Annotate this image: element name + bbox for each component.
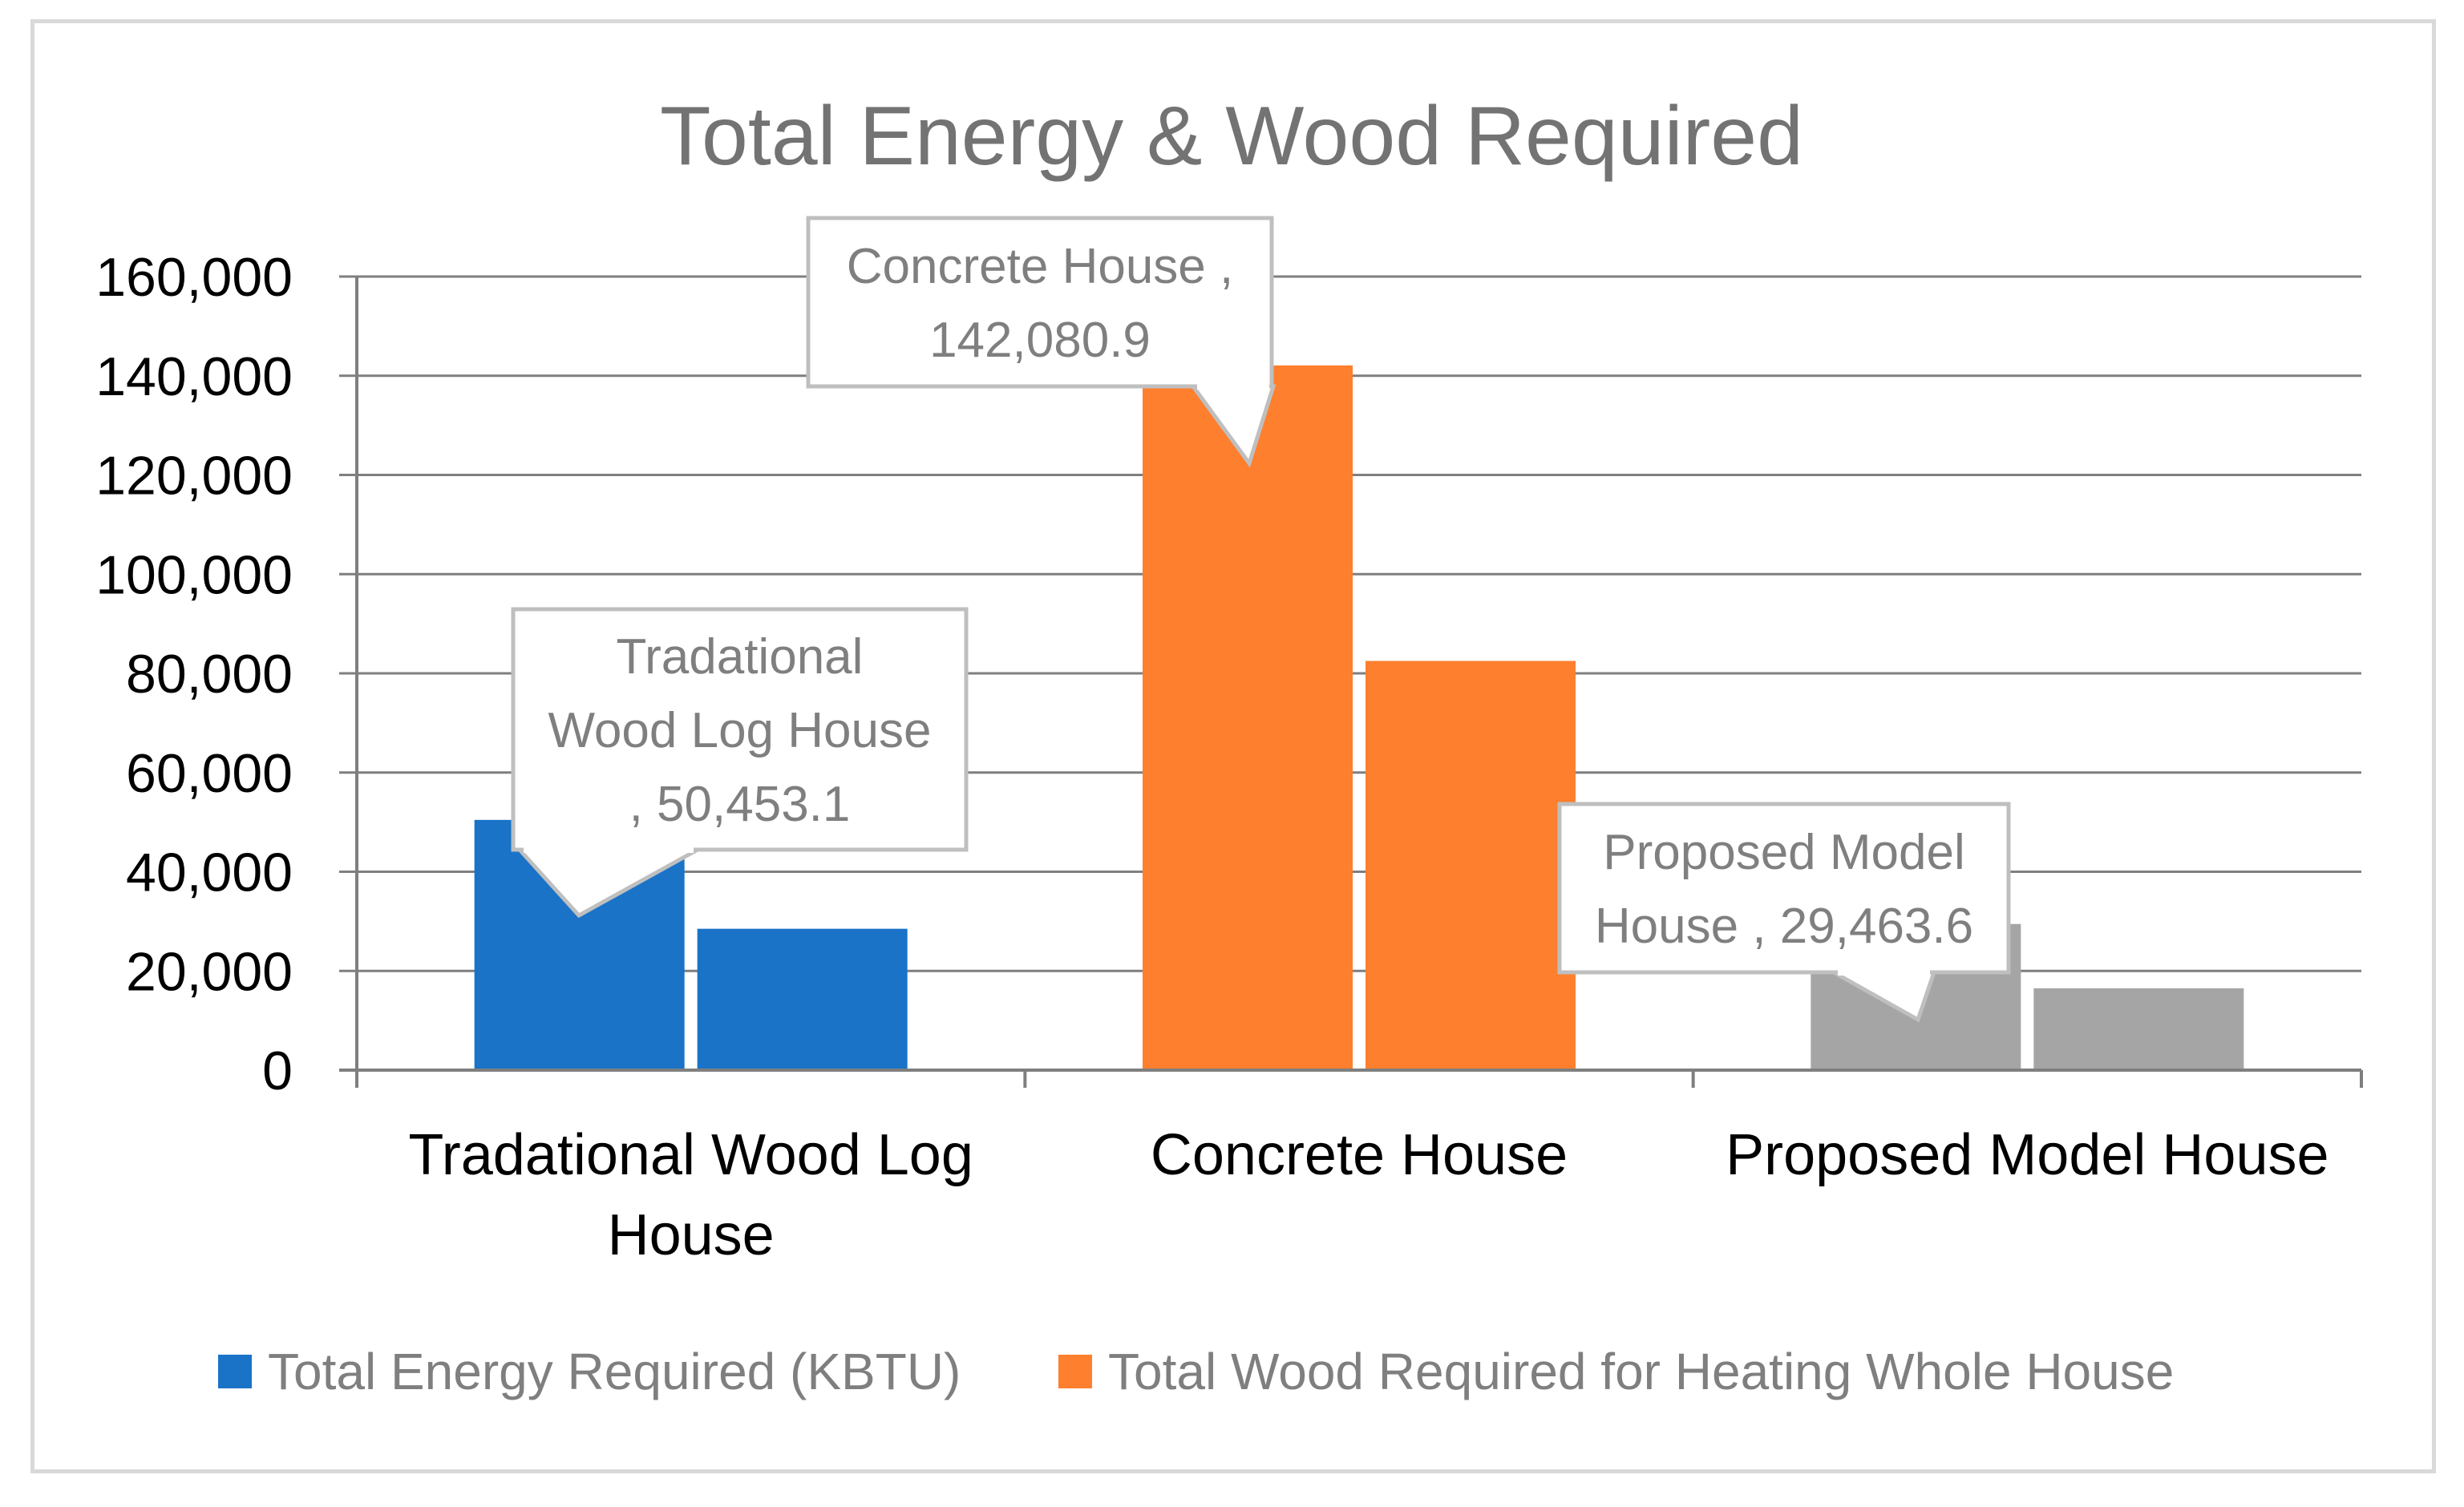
callout-box bbox=[806, 216, 1274, 389]
legend-item-0: Total Energy Required (KBTU) bbox=[218, 1343, 961, 1400]
callout-box bbox=[511, 607, 969, 852]
callout-label: , 50,453.1 bbox=[629, 777, 851, 832]
callout-label: Proposed Model bbox=[1603, 825, 1965, 880]
chart-title: Total Energy & Wood Required bbox=[660, 90, 1803, 183]
legend-swatch bbox=[218, 1355, 252, 1388]
axes bbox=[339, 277, 2363, 1088]
legend-label: Total Energy Required (KBTU) bbox=[268, 1343, 961, 1400]
callout-box bbox=[1557, 802, 2011, 975]
callout-label: Wood Log House bbox=[548, 703, 932, 758]
data-callouts: Tradational Wood Log House , 50,453.1 Concr… bbox=[511, 216, 2011, 1023]
legend-item-1: Total Wood Required for Heating Whole Ho… bbox=[1058, 1343, 2174, 1400]
y-tick-label: 20,000 bbox=[126, 941, 293, 1002]
y-tick-label: 0 bbox=[262, 1040, 293, 1101]
y-tick-label: 40,000 bbox=[126, 842, 293, 903]
y-tick-label: 80,000 bbox=[126, 644, 293, 705]
x-tick-label: Proposed Model House bbox=[1726, 1123, 2328, 1187]
callout-label: Tradational bbox=[617, 629, 864, 685]
y-tick-label: 60,000 bbox=[126, 743, 293, 804]
bar-2-series-1 bbox=[2033, 988, 2244, 1069]
callout-label: 142,080.9 bbox=[929, 313, 1151, 368]
legend-label: Total Wood Required for Heating Whole Ho… bbox=[1108, 1343, 2174, 1400]
bar-0-series-1 bbox=[697, 928, 908, 1069]
legend-swatch bbox=[1058, 1355, 1092, 1388]
callout-2: Proposed Model House , 29,463.6 bbox=[1557, 802, 2011, 1023]
y-tick-label: 100,000 bbox=[95, 544, 293, 605]
bar-1-series-1 bbox=[1366, 661, 1576, 1069]
y-tick-label: 140,000 bbox=[95, 346, 293, 407]
x-tick-label: Concrete House bbox=[1151, 1123, 1568, 1187]
callout-label: House , 29,463.6 bbox=[1595, 899, 1973, 954]
x-tick-label: House bbox=[608, 1203, 775, 1267]
callout-label: Concrete House , bbox=[847, 239, 1233, 294]
callout-0: Tradational Wood Log House , 50,453.1 bbox=[511, 607, 969, 919]
x-tick-label: Tradational Wood Log bbox=[408, 1123, 973, 1187]
y-tick-label: 120,000 bbox=[95, 446, 293, 507]
y-tick-label: 160,000 bbox=[95, 247, 293, 308]
callout-1: Concrete House , 142,080.9 bbox=[806, 216, 1277, 468]
bar-1-series-0 bbox=[1143, 365, 1353, 1069]
x-axis-ticks: Tradational Wood Log House Concrete House P… bbox=[408, 1123, 2328, 1267]
y-axis-ticks: 0 20,000 40,000 60,000 80,000 100,000 120,000 1… bbox=[95, 247, 293, 1101]
legend: Total Energy Required (KBTU) Total Wood R… bbox=[218, 1343, 2174, 1400]
